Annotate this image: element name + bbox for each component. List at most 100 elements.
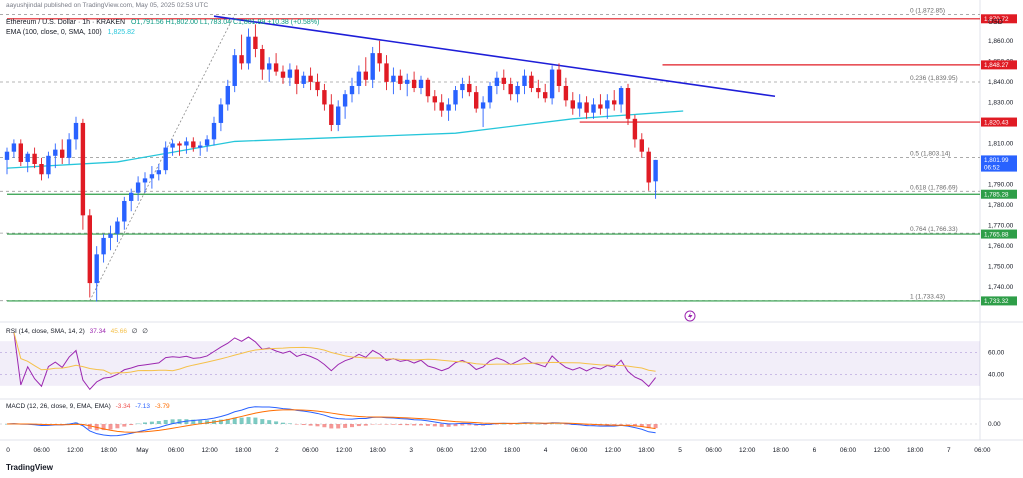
currency-label: USD xyxy=(988,19,1003,26)
macd-histogram-bar xyxy=(419,424,423,426)
macd-histogram-bar xyxy=(619,424,624,425)
candle-body xyxy=(639,139,644,152)
candle-body xyxy=(163,147,168,171)
macd-histogram-bar xyxy=(356,424,361,427)
macd-histogram-bar xyxy=(612,424,617,425)
fib-level-label: 0.236 (1,839.95) xyxy=(910,75,958,82)
macd-histogram-bar xyxy=(191,419,196,424)
macd-histogram-bar xyxy=(557,423,561,425)
macd-histogram-bar xyxy=(377,424,382,425)
macd-histogram-bar xyxy=(453,424,458,427)
macd-label[interactable]: MACD (12, 26, close, 9, EMA, EMA) xyxy=(6,403,111,410)
candle-body xyxy=(260,49,265,70)
candle-body xyxy=(549,69,555,99)
rsi-band-value-1: ∅ xyxy=(131,328,138,335)
macd-histogram-bar xyxy=(198,420,203,424)
fib-level-label: 0.764 (1,766.33) xyxy=(910,226,958,233)
candle-body xyxy=(239,55,244,64)
time-axis-label: May xyxy=(136,447,149,454)
candle-body xyxy=(322,90,327,105)
macd-histogram-bar xyxy=(446,424,451,427)
candle-body xyxy=(122,200,127,222)
time-axis-label: 3 xyxy=(409,447,413,454)
candle-body xyxy=(129,192,134,201)
price-tick-label: 1,840.00 xyxy=(988,79,1014,86)
price-tag-label: 1,870.72 xyxy=(984,16,1009,23)
candle-body xyxy=(425,79,431,97)
candle-body xyxy=(280,71,286,78)
macd-histogram-bar xyxy=(639,424,644,427)
macd-histogram-bar xyxy=(274,421,279,424)
macd-histogram-bar xyxy=(515,423,520,425)
price-tick-label: 1,790.00 xyxy=(988,182,1014,189)
macd-histogram-bar xyxy=(605,424,610,426)
time-axis-label: 18:00 xyxy=(369,447,386,454)
ema-label[interactable]: EMA (100, close, 0, SMA, 100) xyxy=(6,29,102,36)
macd-histogram-value: -3.34 xyxy=(115,403,131,410)
candle-body xyxy=(11,143,17,152)
macd-signal-line xyxy=(6,409,656,433)
fib-level-label: 0.5 (1,803.14) xyxy=(910,151,950,158)
price-tick-label: 1,810.00 xyxy=(988,140,1014,147)
price-tag xyxy=(981,162,1017,172)
candle-body xyxy=(405,79,410,84)
ema-legend: EMA (100, close, 0, SMA, 100) 1,825.82 xyxy=(6,29,139,36)
macd-histogram-bar xyxy=(322,424,327,428)
candle-body xyxy=(329,104,334,125)
candle-body xyxy=(73,122,79,140)
candle-body xyxy=(563,85,569,101)
macd-histogram-bar xyxy=(149,421,154,424)
candle-body xyxy=(66,139,72,158)
macd-histogram-bar xyxy=(653,424,658,429)
rsi-ma-line xyxy=(13,332,656,374)
candle-body xyxy=(94,254,99,284)
lightning-icon xyxy=(684,310,696,322)
candle-body xyxy=(522,75,527,86)
candle-body xyxy=(4,151,10,160)
macd-histogram-bar xyxy=(329,424,334,429)
tradingview-logo-text: TradingView xyxy=(6,463,53,472)
candle-body xyxy=(556,69,562,86)
candle-body xyxy=(191,141,196,148)
candle-body xyxy=(246,36,251,64)
price-tick-label: 1,860.00 xyxy=(988,38,1014,45)
symbol-name[interactable]: Ethereum / U.S. Dollar · 1h · KRAKEN xyxy=(6,19,126,26)
macd-histogram-bar xyxy=(143,422,147,424)
macd-histogram-bar xyxy=(267,420,272,424)
rsi-value: 37.34 xyxy=(89,328,106,335)
candle-body xyxy=(432,96,437,103)
macd-histogram-bar xyxy=(405,424,410,426)
candle-body xyxy=(204,139,210,146)
price-tag xyxy=(981,60,1017,70)
time-axis-label: 6 xyxy=(813,447,817,454)
price-tag-label: 1,733.32 xyxy=(984,298,1009,305)
fib-level-label: 0 (1,872.85) xyxy=(910,7,945,14)
price-tag-label: 06:52 xyxy=(984,164,1000,171)
time-axis-label: 06:00 xyxy=(974,447,991,454)
rsi-label[interactable]: RSI (14, close, SMA, 14, 2) xyxy=(6,328,85,335)
candle-body xyxy=(411,79,417,89)
candle-body xyxy=(39,164,44,175)
time-axis-label: 18:00 xyxy=(907,447,924,454)
time-axis-label: 06:00 xyxy=(302,447,319,454)
macd-histogram-bar xyxy=(101,424,106,431)
candle-body xyxy=(149,174,155,179)
price-tag xyxy=(981,117,1017,127)
candle-body xyxy=(315,81,320,91)
candle-body xyxy=(60,149,65,158)
candle-body xyxy=(273,63,279,72)
price-tick-label: 1,770.00 xyxy=(988,223,1014,230)
price-tag-label: 1,801.99 xyxy=(984,157,1009,164)
candle-body xyxy=(536,88,541,93)
candle-body xyxy=(391,75,396,82)
time-axis-label: 12:00 xyxy=(336,447,353,454)
macd-histogram-bar xyxy=(301,424,306,426)
macd-histogram-bar xyxy=(626,424,630,425)
descending-trendline xyxy=(213,15,776,98)
price-tag-label: 1,820.43 xyxy=(984,119,1009,126)
candle-body xyxy=(18,143,23,162)
candle-body xyxy=(53,149,58,156)
candle-body xyxy=(570,100,575,109)
price-tag xyxy=(981,14,1017,24)
time-axis-label: 12:00 xyxy=(470,447,487,454)
